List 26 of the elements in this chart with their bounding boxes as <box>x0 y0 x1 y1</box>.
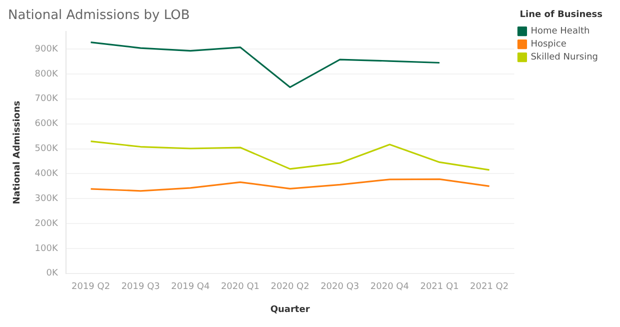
x-tick-label: 2020 Q1 <box>220 282 260 292</box>
y-tick-label: 200K <box>34 218 59 229</box>
y-tick-label: 0K <box>46 268 59 279</box>
x-tick-label: 2020 Q4 <box>370 282 410 292</box>
y-tick-label: 600K <box>34 119 59 130</box>
y-axis-title: National Admissions <box>12 100 23 204</box>
x-axis-title: Quarter <box>270 304 310 315</box>
x-tick-label: 2021 Q2 <box>470 282 509 292</box>
y-tick-label: 800K <box>34 69 59 80</box>
legend-title: Line of Business <box>520 10 602 20</box>
y-tick-label: 300K <box>34 194 59 204</box>
x-tick-label: 2020 Q2 <box>270 282 310 292</box>
x-tick-label: 2020 Q3 <box>320 282 360 292</box>
legend-label: Skilled Nursing <box>530 52 598 63</box>
x-tick-label: 2021 Q1 <box>420 282 459 292</box>
chart-title: National Admissions by LOB <box>8 8 190 24</box>
legend-label: Home Health <box>530 26 590 37</box>
y-tick-label: 100K <box>34 244 59 254</box>
x-tick-label: 2019 Q3 <box>121 282 160 292</box>
y-tick-label: 700K <box>34 94 59 104</box>
x-tick-label: 2019 Q2 <box>72 282 110 292</box>
y-tick-label: 400K <box>34 169 59 180</box>
legend-label: Hospice <box>530 40 567 50</box>
y-tick-label: 900K <box>34 44 59 54</box>
x-tick-label: 2019 Q4 <box>171 282 210 292</box>
y-tick-label: 500K <box>34 144 59 154</box>
